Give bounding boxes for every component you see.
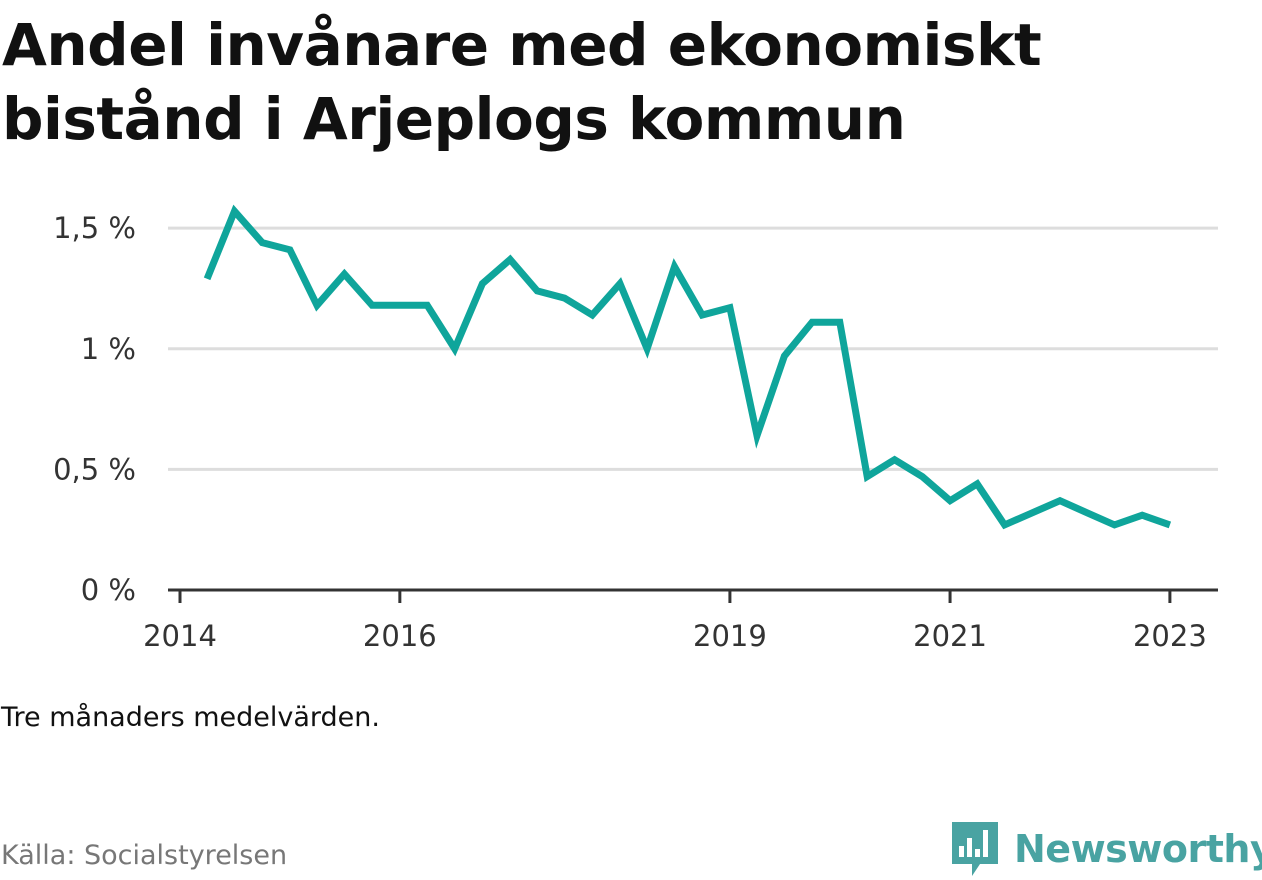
newsworthy-chart-bubble-icon [950, 818, 1000, 880]
y-tick-label: 0 % [81, 573, 136, 607]
x-tick-label: 2014 [143, 619, 217, 653]
gridlines [168, 228, 1218, 469]
x-tick-label: 2019 [693, 619, 767, 653]
chart-title: Andel invånare med ekonomiskt bistånd i … [2, 8, 1202, 156]
x-tick-label: 2023 [1133, 619, 1207, 653]
x-axis-ticks [180, 590, 1170, 603]
x-tick-label: 2021 [913, 619, 987, 653]
y-tick-label: 0,5 % [53, 452, 136, 486]
data-points [207, 211, 1170, 525]
y-tick-label: 1 % [81, 332, 136, 366]
brand-name: Newsworthy [1014, 827, 1262, 871]
brand-logo: Newsworthy [950, 818, 1262, 880]
series-line [207, 211, 1170, 525]
y-axis-labels: 0 % 0,5 % 1 % 1,5 % [53, 211, 136, 607]
source-credit: Källa: Socialstyrelsen [1, 840, 287, 871]
x-axis-labels: 2014 2016 2019 2021 2023 [143, 619, 1207, 653]
line-chart: 0 % 0,5 % 1 % 1,5 % 2014 2016 2019 2021 2023 [0, 200, 1262, 680]
x-tick-label: 2016 [363, 619, 437, 653]
y-tick-label: 1,5 % [53, 211, 136, 245]
chart-note: Tre månaders medelvärden. [1, 702, 380, 733]
